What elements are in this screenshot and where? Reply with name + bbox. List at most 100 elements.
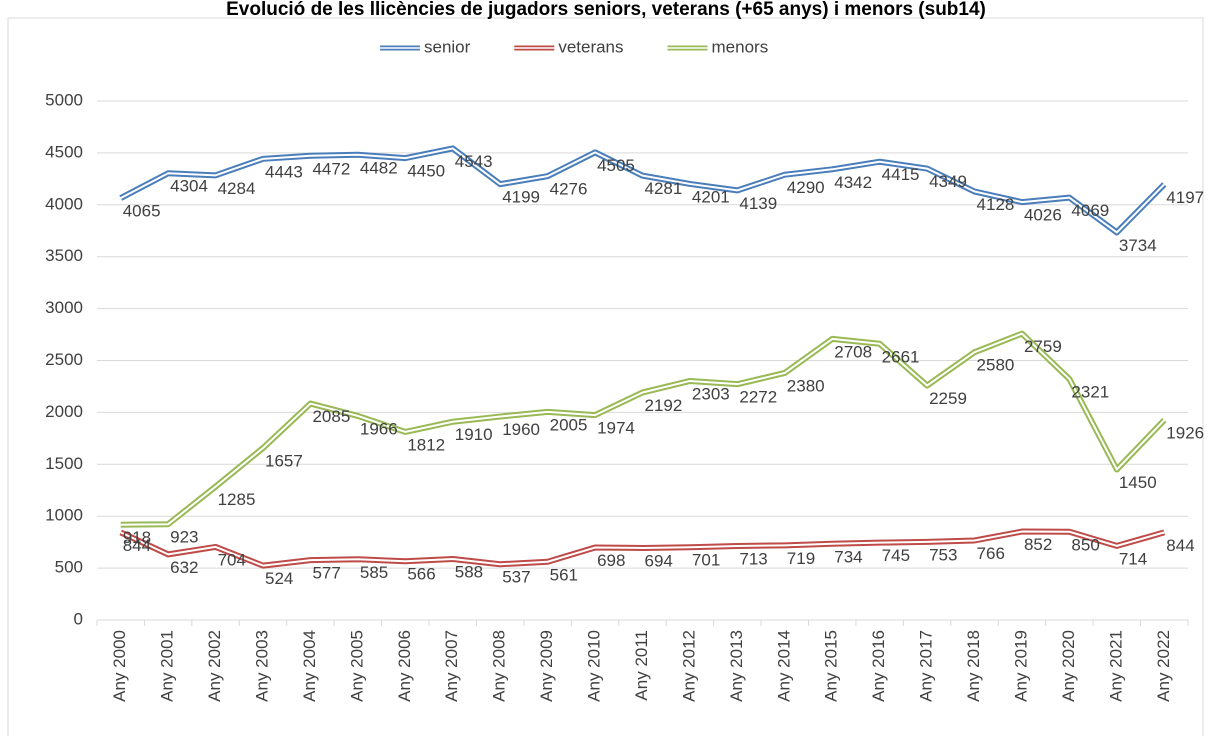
y-tick-label: 4500	[45, 142, 83, 161]
data-label: 4281	[645, 179, 683, 198]
data-label: 698	[597, 551, 625, 570]
x-tick-label: Any 2016	[869, 630, 888, 702]
data-label: 1910	[455, 425, 493, 444]
data-label: 2580	[977, 356, 1015, 375]
legend-label: menors	[712, 37, 769, 56]
data-label: 2708	[834, 342, 872, 361]
series-line-inner	[120, 332, 1166, 526]
data-label: 753	[929, 545, 957, 564]
data-label: 719	[787, 549, 815, 568]
data-label: 1960	[502, 420, 540, 439]
y-tick-label: 2500	[45, 350, 83, 369]
x-tick-label: Any 2019	[1011, 630, 1030, 702]
data-label: 2272	[739, 388, 777, 407]
data-label: 2759	[1024, 337, 1062, 356]
x-tick-label: Any 2020	[1059, 630, 1078, 702]
y-tick-label: 500	[55, 558, 83, 577]
data-label: 4128	[977, 195, 1015, 214]
chart-border	[7, 17, 1204, 736]
y-tick-label: 4000	[45, 194, 83, 213]
data-label: 844	[123, 536, 151, 555]
y-tick-label: 1000	[45, 506, 83, 525]
x-tick-label: Any 2001	[158, 630, 177, 702]
data-label: 701	[692, 551, 720, 570]
legend-label: veterans	[558, 37, 623, 56]
data-label: 694	[645, 551, 673, 570]
y-tick-label: 0	[74, 609, 83, 628]
data-label: 714	[1119, 549, 1147, 568]
data-label: 918	[123, 528, 151, 547]
x-tick-label: Any 2011	[632, 630, 651, 701]
x-tick-label: Any 2021	[1106, 630, 1125, 702]
x-tick-label: Any 2022	[1154, 630, 1173, 702]
data-label: 4443	[265, 162, 303, 181]
data-label: 4199	[502, 188, 540, 207]
data-label: 4139	[739, 194, 777, 213]
x-tick-label: Any 2003	[253, 630, 272, 702]
data-label: 1450	[1119, 473, 1157, 492]
data-label: 4026	[1024, 206, 1062, 225]
data-label: 4069	[1071, 201, 1109, 220]
data-label: 745	[882, 546, 910, 565]
data-label: 4284	[218, 179, 256, 198]
data-label: 585	[360, 563, 388, 582]
data-label: 1926	[1166, 424, 1204, 443]
data-label: 713	[739, 549, 767, 568]
data-label: 2321	[1071, 383, 1109, 402]
data-label: 4290	[787, 178, 825, 197]
y-tick-label: 3500	[45, 246, 83, 265]
data-label: 577	[312, 564, 340, 583]
data-label: 1812	[407, 435, 445, 454]
data-label: 704	[218, 550, 246, 569]
x-tick-label: Any 2002	[205, 630, 224, 702]
x-tick-label: Any 2000	[110, 630, 129, 702]
data-label: 1974	[597, 419, 635, 438]
data-label: 4304	[170, 177, 208, 196]
legend-label: senior	[424, 37, 471, 56]
x-tick-label: Any 2012	[679, 630, 698, 702]
data-label: 850	[1071, 535, 1099, 554]
data-label: 1657	[265, 451, 303, 470]
series-line-inner	[120, 530, 1165, 567]
data-label: 852	[1024, 535, 1052, 554]
x-tick-label: Any 2017	[917, 630, 936, 702]
data-label: 2661	[882, 347, 920, 366]
data-label: 537	[502, 568, 530, 587]
data-label: 4201	[692, 187, 730, 206]
data-label: 2085	[312, 407, 350, 426]
data-label: 524	[265, 569, 293, 588]
x-tick-label: Any 2007	[442, 630, 461, 702]
data-label: 4065	[123, 202, 161, 221]
data-label: 561	[550, 565, 578, 584]
x-tick-label: Any 2005	[347, 630, 366, 702]
data-label: 4276	[550, 180, 588, 199]
x-tick-label: Any 2015	[822, 630, 841, 702]
data-label: 766	[977, 544, 1005, 563]
x-tick-label: Any 2014	[774, 630, 793, 702]
chart-title: Evolució de les llicències de jugadors s…	[226, 0, 986, 20]
x-tick-label: Any 2004	[300, 630, 319, 702]
y-tick-label: 2000	[45, 402, 83, 421]
data-label: 4505	[597, 156, 635, 175]
data-label: 566	[407, 565, 435, 584]
x-tick-label: Any 2010	[585, 630, 604, 702]
data-label: 632	[170, 558, 198, 577]
x-tick-label: Any 2009	[537, 630, 556, 702]
x-tick-label: Any 2006	[395, 630, 414, 702]
data-label: 2259	[929, 389, 967, 408]
data-label: 923	[170, 528, 198, 547]
data-label: 4482	[360, 158, 398, 177]
data-label: 4450	[407, 162, 445, 181]
data-label: 4349	[929, 172, 967, 191]
x-tick-label: Any 2008	[490, 630, 509, 702]
data-label: 2005	[550, 415, 588, 434]
data-label: 2303	[692, 384, 730, 403]
x-tick-label: Any 2013	[727, 630, 746, 702]
data-label: 3734	[1119, 236, 1157, 255]
data-label: 4543	[455, 152, 493, 171]
data-label: 588	[455, 562, 483, 581]
data-label: 4342	[834, 173, 872, 192]
data-label: 1966	[360, 419, 398, 438]
data-label: 1285	[218, 490, 256, 509]
